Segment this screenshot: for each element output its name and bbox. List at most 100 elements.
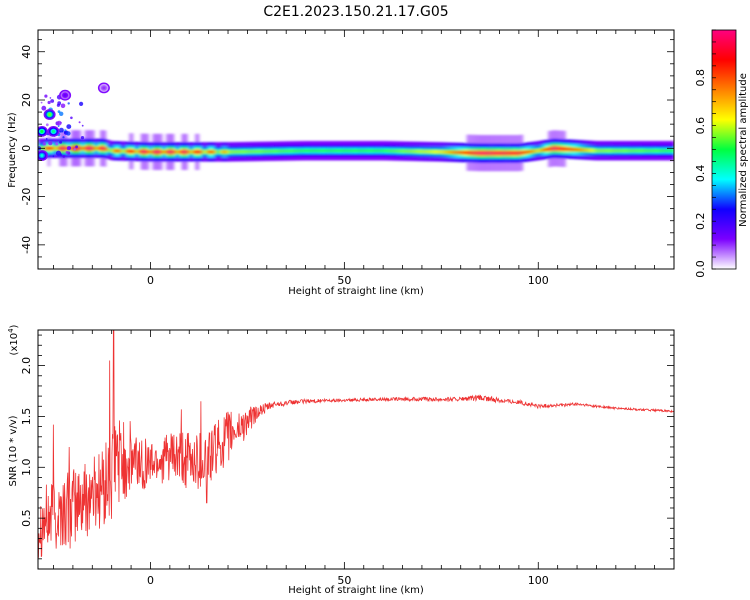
spectrogram-cell <box>44 94 48 98</box>
colorbar-tick-label: 0.8 <box>694 69 707 87</box>
spectrogram-cell <box>276 149 279 153</box>
spectrogram-cell <box>198 150 202 154</box>
spectrogram-cell <box>639 149 642 153</box>
spectrogram-cell <box>55 142 59 146</box>
spectrogram-cell <box>226 150 229 154</box>
spectrogram-cell <box>600 149 603 153</box>
spectrogram-cell <box>375 149 378 153</box>
spectrogram-cell <box>241 150 245 154</box>
spectrogram-cell <box>60 103 66 109</box>
spectrogram-cell <box>55 150 62 156</box>
spectrogram-cell <box>456 150 460 154</box>
spectrogram-cell <box>379 149 382 153</box>
spectrogram-cell <box>301 149 305 153</box>
spectrogram-cell <box>208 150 212 154</box>
spectrogram-cell <box>50 99 55 103</box>
spectrogram-cell <box>214 150 217 154</box>
spectrogram-cell <box>218 150 221 154</box>
spectrogram-cell <box>604 149 607 153</box>
snr-xtick-label: 100 <box>528 574 549 587</box>
spectrogram-cell <box>65 146 68 150</box>
spectrogram-cell <box>540 148 543 152</box>
snr-ytick-label: 2.0 <box>20 357 33 375</box>
spectrogram-cell <box>505 151 508 155</box>
snr-ytick-label: 1.0 <box>20 459 33 477</box>
spectrogram-cell <box>590 148 594 152</box>
spectrogram-cell <box>648 149 652 153</box>
spectrogram-cell <box>396 149 400 153</box>
spectrogram-blob <box>40 154 44 157</box>
spectrogram-cell <box>586 148 590 152</box>
spectrogram-cell <box>359 149 363 153</box>
spectrogram-cell <box>133 149 136 153</box>
spectrogram-cell <box>175 150 179 154</box>
spectrogram-cell <box>307 149 310 153</box>
figure-title: C2E1.2023.150.21.17.G05 <box>263 4 448 20</box>
spectrogram-cell <box>596 149 599 153</box>
spectrogram-cell <box>154 150 157 154</box>
spectrogram-cell <box>662 149 665 153</box>
spectrogram-cell <box>165 150 169 154</box>
spectrogram-cell <box>173 150 177 154</box>
spectrogram-cell <box>561 147 564 151</box>
spectrogram-cell <box>342 149 345 153</box>
spectrogram-cell <box>64 129 67 132</box>
spectrogram-cell <box>555 147 559 150</box>
spectrogram-cell <box>88 146 91 150</box>
spectrogram-cell <box>266 149 270 153</box>
spectrogram-cell <box>334 149 338 153</box>
spectrogram-cell <box>131 149 134 153</box>
snr-frame <box>37 329 675 570</box>
spectrogram-cell <box>509 151 512 155</box>
spectrogram-frame <box>37 29 675 270</box>
spectrogram-cell <box>321 149 324 153</box>
spectrogram-cell <box>140 150 144 154</box>
spectrogram-cell <box>311 149 314 153</box>
spectrogram-cell <box>416 149 419 153</box>
spectrogram-cell <box>573 147 576 151</box>
spectrogram-cell <box>70 146 74 150</box>
spectrogram-cell <box>507 151 510 155</box>
spectrogram-cell <box>377 149 380 153</box>
spectrogram-cell <box>162 150 165 154</box>
spectrogram-blob <box>63 93 67 97</box>
spectrogram-cell <box>220 150 223 154</box>
spectrogram-cell <box>144 150 148 154</box>
spectrogram-ytick-label: 0 <box>20 145 33 152</box>
spectrogram-cell <box>41 105 47 111</box>
spectrogram-cell <box>578 148 582 152</box>
spectrogram-cell <box>419 150 423 153</box>
spectrogram-cell <box>652 149 656 153</box>
spectrogram-cell <box>642 149 646 153</box>
spectrogram-cell <box>233 150 237 154</box>
spectrogram-cell <box>445 150 448 154</box>
spectrogram-cell <box>286 149 289 153</box>
spectrogram-cell <box>48 141 53 146</box>
spectrogram-cell <box>536 149 539 153</box>
spectrogram-cell <box>191 150 194 154</box>
spectrogram-cell <box>82 146 86 150</box>
spectrogram-cell <box>594 149 597 153</box>
spectrogram-cell <box>482 151 485 155</box>
spectrogram-cell <box>245 150 248 154</box>
spectrogram-cell <box>365 149 369 153</box>
spectrogram-cell <box>390 149 394 153</box>
spectrogram-cell <box>656 149 659 153</box>
spectrogram-cell <box>75 145 78 149</box>
spectrogram-cell <box>602 149 605 153</box>
spectrogram-cell <box>431 150 435 154</box>
spectrogram-cell <box>644 149 648 153</box>
spectrogram-cell <box>67 102 70 105</box>
spectrogram-cell <box>204 150 208 154</box>
colorbar-label: Normalized spectral amplitude <box>738 73 749 227</box>
spectrogram-xtick-label: 0 <box>147 274 154 287</box>
spectrogram-cell <box>231 150 235 154</box>
spectrogram-cell <box>299 149 303 153</box>
spectrogram-cell <box>641 149 644 153</box>
spectrogram-cell <box>553 146 557 150</box>
spectrogram-blob <box>40 129 44 133</box>
spectrogram-cell <box>385 149 388 153</box>
spectrogram-cell <box>235 150 239 154</box>
spectrogram-cell <box>518 151 522 155</box>
spectrogram-cell <box>354 149 357 153</box>
